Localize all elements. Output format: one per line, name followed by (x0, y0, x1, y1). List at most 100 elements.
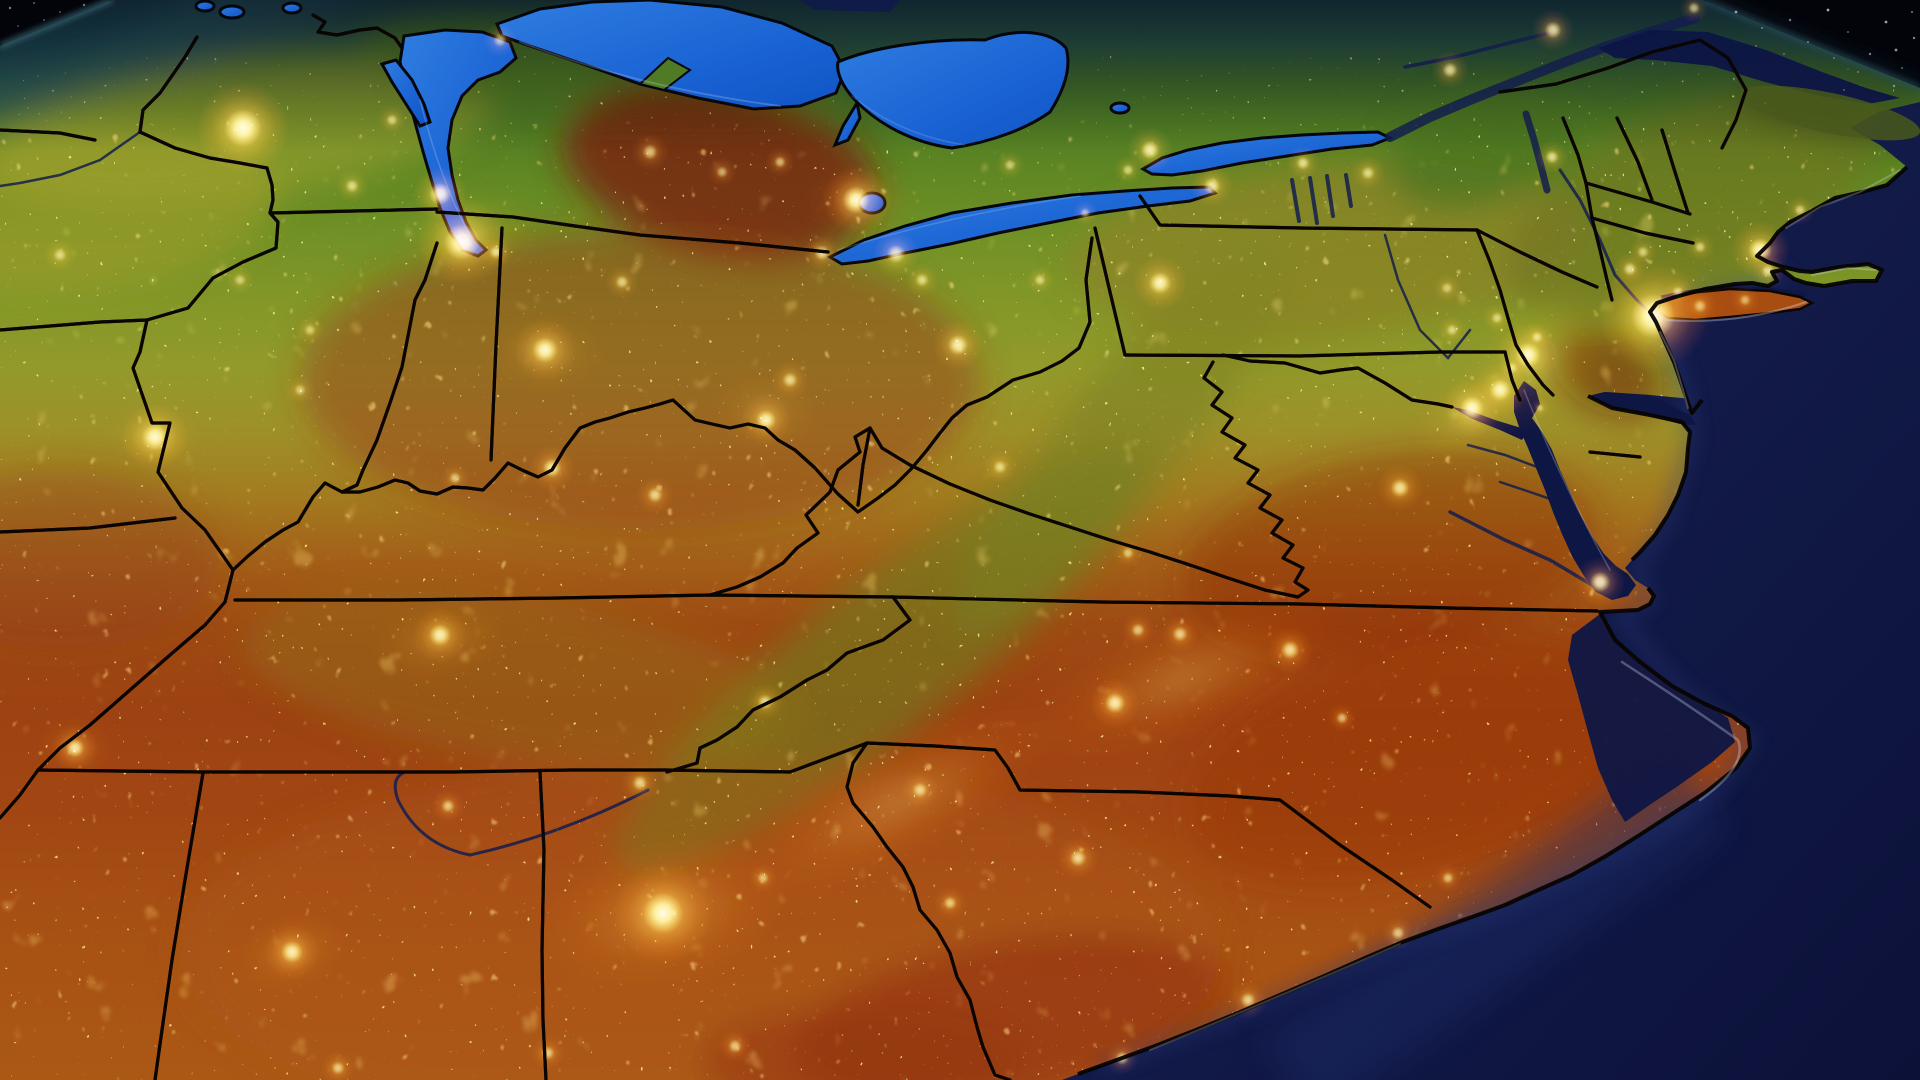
border-mississippi-lower (0, 568, 235, 820)
star (1734, 10, 1738, 14)
border-oh-pa (1093, 226, 1127, 357)
border-nh-me (1660, 128, 1690, 215)
glow-core-fort-wayne (615, 275, 629, 289)
gulf-of-st-lawrence (1598, 30, 1900, 104)
great-lakes (194, 0, 1394, 266)
glow-core-roanoke (1122, 547, 1134, 559)
ottawa-river (1403, 30, 1555, 69)
glint-michigan (419, 99, 471, 237)
glow-core-chicago (444, 224, 480, 260)
border-il-in (340, 241, 439, 494)
mn-lake-1 (194, 0, 216, 13)
border-ia-mo (0, 318, 149, 332)
glow-core-detroit (842, 186, 870, 214)
glow-core-greenville-sc (912, 782, 928, 798)
glow-core-syracuse (1361, 166, 1375, 180)
glow-core-quebec-city (1688, 2, 1700, 14)
glow-core-erie-pa (1079, 207, 1091, 219)
border-wi-mi (311, 13, 404, 50)
state-borders (0, 13, 1748, 1080)
albemarle-pamlico-sounds (1568, 614, 1735, 822)
glow-core-flint (774, 156, 786, 168)
star (1755, 45, 1757, 47)
border-ma-north (1584, 181, 1692, 216)
glow-core-indianapolis (532, 337, 558, 363)
border-nc-tn (665, 595, 912, 774)
border-in-oh (489, 226, 504, 462)
star (1807, 41, 1809, 43)
lake-huron (836, 30, 1070, 150)
glow-core-milwaukee (428, 182, 452, 206)
glow-core-lexington (647, 487, 663, 503)
surf-maine (1785, 169, 1901, 229)
glint-huron (851, 95, 966, 146)
border-ky-tn-va-tn (233, 593, 895, 602)
hudson-bay-hint (800, 0, 900, 12)
glow-core-augusta (943, 896, 957, 910)
glow-core-madison (345, 179, 359, 193)
border-delmarva-md-va (1588, 450, 1642, 459)
border-tn-ms-al (36, 768, 667, 774)
star (1868, 52, 1872, 56)
surf-carolina (1149, 943, 1401, 1051)
glow-core-myrtle-beach (1391, 926, 1405, 940)
star (43, 19, 45, 21)
lake-simcoe (1109, 101, 1131, 115)
glow-core-atlanta (642, 892, 684, 934)
glow-core-fayetteville-nc (1336, 712, 1348, 724)
border-ma-south (1590, 216, 1695, 245)
glow-core-cincinnati (755, 409, 777, 431)
glow-core-montgomery (331, 1061, 345, 1075)
border-ny-pa (1138, 194, 1479, 232)
glow-core-columbia-sc (1069, 849, 1087, 867)
glow-core-greensboro (1172, 626, 1188, 642)
star-field (8, 2, 1916, 91)
border-va-nc (891, 595, 1599, 613)
glow-core-charleston-wv (993, 460, 1007, 474)
border-ky-wv (856, 426, 872, 507)
glow-core-dover-de (1535, 403, 1545, 413)
glow-core-chattanooga (632, 775, 648, 791)
surf-cape-cod (1811, 266, 1877, 276)
glow-core-hamilton-on (1122, 164, 1134, 176)
star (1884, 20, 1888, 24)
glow-core-huntsville (441, 799, 455, 813)
glow-core-scranton (1441, 282, 1453, 294)
glow-core-lansing (716, 166, 728, 178)
border-al-ga (538, 770, 548, 1080)
border-wi-il (268, 207, 439, 215)
border-ms-al (153, 771, 205, 1080)
star (1892, 84, 1896, 88)
glow-core-evansville (449, 472, 461, 484)
mn-lake-3 (281, 1, 303, 15)
horizon-limb-left (0, 0, 113, 49)
border-mo-ar (0, 516, 177, 534)
border-md-va-potomac (1221, 353, 1454, 409)
glow-core-dayton (782, 372, 798, 388)
star (1857, 71, 1859, 73)
glow-core-pittsburgh (1148, 271, 1172, 295)
border-vt-nh (1615, 116, 1654, 202)
delaware-bay (1588, 392, 1696, 425)
saginaw-bay (832, 98, 862, 148)
glow-core-wilmington-nc (1442, 872, 1454, 884)
star (1847, 31, 1849, 33)
glow-core-montreal (1544, 21, 1562, 39)
star (1911, 11, 1913, 13)
border-ky-va (708, 426, 872, 597)
star (1761, 27, 1763, 29)
star (1788, 18, 1792, 22)
glow-core-des-moines (53, 248, 67, 262)
glow-core-athens-ga (757, 872, 769, 884)
glow-core-richmond (1390, 478, 1410, 498)
surf-chesapeake (1523, 389, 1611, 571)
star (59, 11, 61, 13)
surf-accents (419, 41, 1901, 1051)
horizon-limb-right-wide (1700, 0, 1920, 95)
glow-core-washington-dc (1460, 396, 1484, 420)
glow-core-birmingham (280, 940, 304, 964)
star (1783, 53, 1785, 55)
glow-core-minneapolis (224, 109, 262, 147)
border-pa-nj-delaware-river (1475, 228, 1555, 397)
